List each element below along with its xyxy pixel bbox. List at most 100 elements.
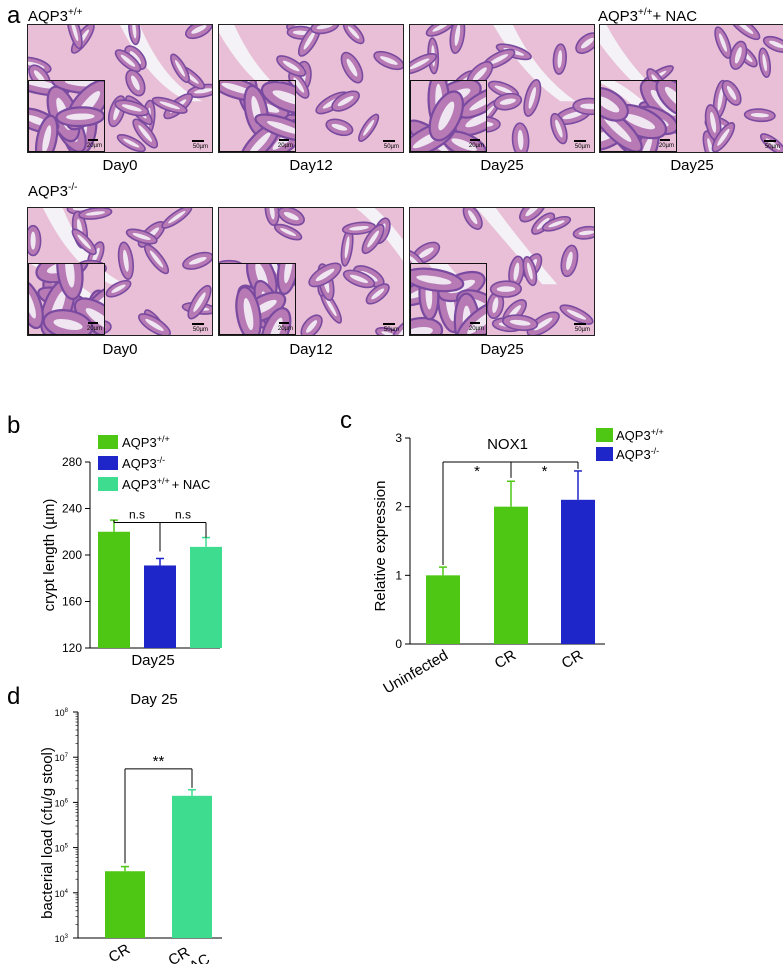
legend-entry: AQP3-/- xyxy=(616,446,659,462)
y-tick-label: 106 xyxy=(55,798,69,808)
y-tick-base: 10 xyxy=(55,844,65,854)
y-tick-label: 1 xyxy=(395,568,402,582)
legend-suffix: + NAC xyxy=(172,477,211,492)
legend-swatch xyxy=(98,435,118,449)
x-tick-label: CR xyxy=(492,647,519,673)
y-tick-label: 103 xyxy=(55,934,69,944)
inset-scale-bar xyxy=(279,139,289,141)
sig-label: * xyxy=(474,463,480,480)
group-label-nac-sup: +/+ xyxy=(638,7,653,18)
legend-entry: AQP3+/+ xyxy=(122,434,170,450)
histology-tile-row1: 20µm 50µm xyxy=(218,24,404,153)
sig-label: ** xyxy=(153,753,165,770)
inset-scale-label: 20µm xyxy=(86,143,102,149)
bar xyxy=(190,546,222,648)
legend-entry: AQP3+/+ + NAC xyxy=(122,476,210,492)
bar xyxy=(172,795,212,938)
y-tick-base: 10 xyxy=(55,934,65,944)
y-tick-label: 107 xyxy=(55,753,69,763)
histology-tile-row1: 20µm 50µm xyxy=(27,24,213,153)
group-label-ko-text: AQP3 xyxy=(28,183,69,200)
legend-swatch xyxy=(98,477,118,491)
group-label-ko: AQP3-/- xyxy=(28,182,78,200)
x-axis-title: Day25 xyxy=(131,652,174,669)
legend-sup: -/- xyxy=(157,455,166,465)
day-label-row1: Day0 xyxy=(102,157,138,174)
panel-d-letter: d xyxy=(7,683,21,710)
legend-text: AQP3 xyxy=(122,435,157,450)
histology-tile-row2: 20µm 50µm xyxy=(27,207,213,336)
main-scale-label: 50µm xyxy=(383,144,399,150)
day-label-row1: Day25 xyxy=(480,157,524,174)
y-tick-exp: 4 xyxy=(65,889,69,895)
inset-scale-bar xyxy=(88,139,98,141)
inset-scale-label: 20µm xyxy=(277,143,293,149)
main-scale-bar xyxy=(383,140,395,142)
histology-inset: 20µm xyxy=(28,263,105,335)
histology-inset: 20µm xyxy=(219,80,296,152)
group-label-wt-sup: +/+ xyxy=(68,7,83,18)
inset-scale-bar xyxy=(470,322,480,324)
histology-inset: 20µm xyxy=(28,80,105,152)
legend-swatch xyxy=(596,447,613,461)
inset-scale-label: 20µm xyxy=(468,326,484,332)
bar xyxy=(426,575,460,644)
chart-title: NOX1 xyxy=(487,436,528,453)
inset-scale-bar xyxy=(279,322,289,324)
chart-title: Day 25 xyxy=(130,691,178,708)
legend-sup: +/+ xyxy=(157,434,170,444)
day-label-row2: Day0 xyxy=(102,341,138,358)
group-label-wt-text: AQP3 xyxy=(28,8,69,25)
y-axis-title: bacterial load (cfu/g stool) xyxy=(39,747,56,919)
legend-sup: +/+ xyxy=(651,427,664,437)
y-tick-exp: 7 xyxy=(65,753,69,759)
main-scale-label: 50µm xyxy=(574,327,590,333)
chart-b: 120 160 200 240 280 crypt length (µm) Day25 n.s… xyxy=(41,434,222,669)
main-scale-label: 50µm xyxy=(192,327,208,333)
group-label-nac-text: AQP3 xyxy=(598,8,639,25)
main-scale-label: 50µm xyxy=(764,144,780,150)
legend-text: AQP3 xyxy=(616,428,651,443)
bar xyxy=(98,531,130,648)
main-scale-bar xyxy=(192,140,204,142)
y-axis-title: Relative expression xyxy=(372,481,389,612)
histology-tile-row2: 20µm 50µm xyxy=(218,207,404,336)
legend-sup: -/- xyxy=(651,446,660,456)
legend-text: AQP3 xyxy=(122,477,157,492)
sig-label: n.s xyxy=(175,507,191,521)
y-tick-label: 120 xyxy=(62,641,82,655)
legend-sup: +/+ xyxy=(157,476,170,486)
group-label-nac: AQP3+/++ NAC xyxy=(598,7,697,25)
y-tick-label: 280 xyxy=(62,455,82,469)
histology-inset: 20µm xyxy=(410,263,487,335)
y-tick-label: 0 xyxy=(395,637,402,651)
y-tick-base: 10 xyxy=(55,889,65,899)
y-tick-label: 104 xyxy=(55,889,69,899)
main-scale-bar xyxy=(764,140,776,142)
panel-b-letter: b xyxy=(7,412,21,439)
inset-scale-label: 20µm xyxy=(86,326,102,332)
legend-entry: AQP3+/+ xyxy=(616,427,664,443)
legend-text: AQP3 xyxy=(122,456,157,471)
legend-swatch xyxy=(596,428,613,442)
chart-c: 0 1 2 3 Relative expression NOX1 Uninfected CR C… xyxy=(372,427,664,697)
y-tick-exp: 5 xyxy=(65,844,69,850)
main-scale-bar xyxy=(574,140,586,142)
main-scale-bar xyxy=(574,323,586,325)
y-tick-exp: 8 xyxy=(65,708,69,714)
inset-scale-label: 20µm xyxy=(658,143,674,149)
bar xyxy=(494,506,528,644)
main-scale-bar xyxy=(383,323,395,325)
x-tick-label: CR xyxy=(106,941,133,964)
panel-a-letter: a xyxy=(7,2,21,29)
y-tick-base: 10 xyxy=(55,708,65,718)
legend-swatch xyxy=(98,456,118,470)
y-tick-label: 160 xyxy=(62,595,82,609)
histology-tile-row1: 20µm 50µm xyxy=(409,24,595,153)
histology-inset: 20µm xyxy=(600,80,677,152)
bar xyxy=(144,565,176,648)
group-label-ko-sup: -/- xyxy=(68,182,78,193)
sig-label: * xyxy=(542,463,548,480)
main-scale-label: 50µm xyxy=(383,327,399,333)
